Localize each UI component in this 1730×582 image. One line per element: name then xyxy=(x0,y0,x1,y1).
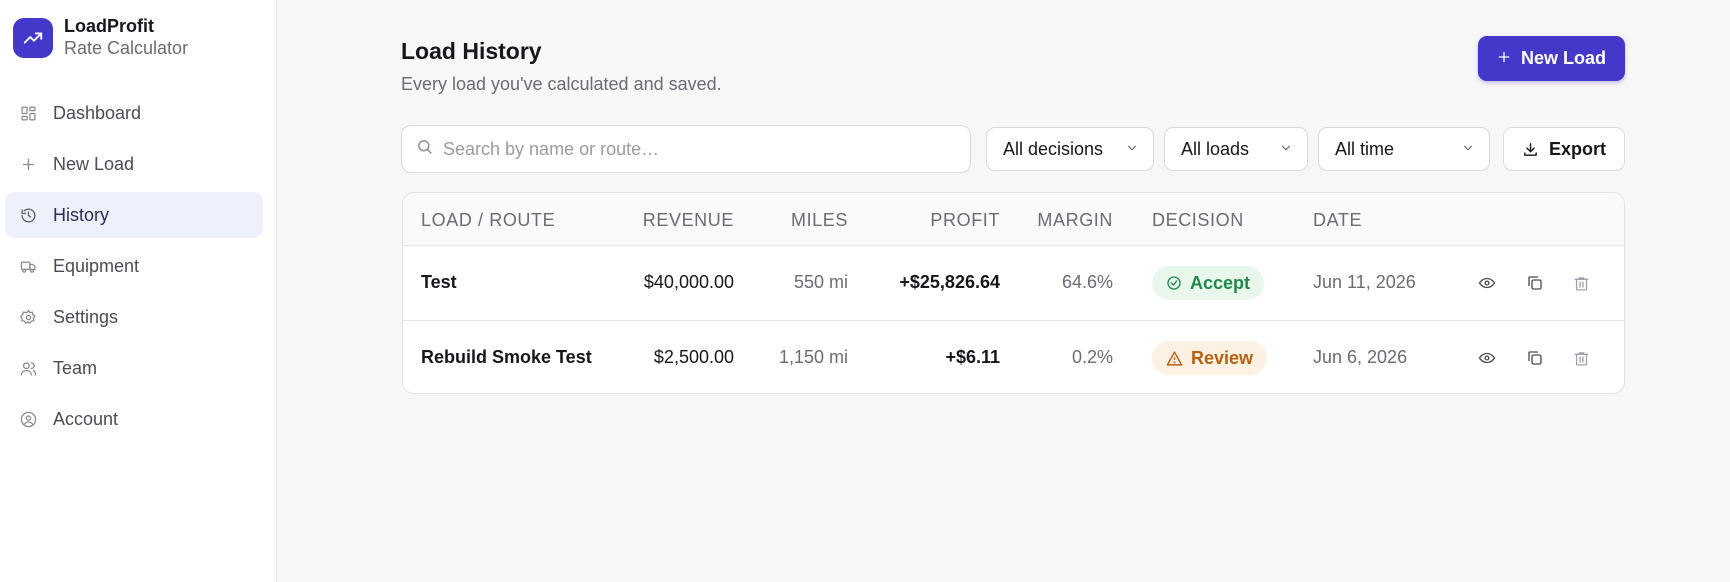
sidebar-item-label: History xyxy=(53,204,110,225)
brand-subtitle: Rate Calculator xyxy=(64,38,189,58)
new-load-button[interactable]: New Load xyxy=(1478,36,1625,81)
warning-triangle-icon xyxy=(1166,350,1183,366)
chevron-down-icon xyxy=(1279,139,1293,160)
users-icon xyxy=(19,359,37,377)
column-header-load-route: LOAD / ROUTE xyxy=(421,210,556,230)
revenue-value: $40,000.00 xyxy=(643,272,734,292)
miles-value: 550 mi xyxy=(793,272,848,292)
column-header-date: DATE xyxy=(1313,210,1363,230)
load-name: Test xyxy=(421,272,457,292)
plus-icon xyxy=(1497,48,1511,69)
sidebar-item-label: Account xyxy=(53,408,119,429)
decision-filter-select[interactable]: All decisions xyxy=(986,127,1154,171)
export-label: Export xyxy=(1548,138,1606,159)
profit-value: +$25,826.64 xyxy=(899,272,1000,292)
date-value: Jun 11, 2026 xyxy=(1313,272,1416,292)
decision-label: Review xyxy=(1191,347,1254,368)
sidebar-item-label: Equipment xyxy=(53,255,140,276)
download-icon xyxy=(1524,142,1537,156)
brand[interactable]: LoadProfit Rate Calculator xyxy=(13,16,188,60)
search-icon xyxy=(416,138,433,160)
grid-icon xyxy=(19,104,37,122)
truck-icon xyxy=(19,257,37,275)
sidebar-item-settings[interactable]: Settings xyxy=(5,294,263,340)
page-subtitle: Every load you've calculated and saved. xyxy=(401,74,722,94)
copy-icon[interactable] xyxy=(1525,273,1545,293)
trash-icon[interactable] xyxy=(1571,348,1591,368)
sidebar-item-label: Dashboard xyxy=(53,102,142,123)
main-content: Load History Every load you've calculate… xyxy=(277,0,1730,582)
sidebar-item-label: Team xyxy=(53,357,98,378)
sidebar-item-team[interactable]: Team xyxy=(5,345,263,391)
eye-icon[interactable] xyxy=(1477,273,1497,293)
time-filter-value: All time xyxy=(1335,138,1395,159)
table-header: LOAD / ROUTE REVENUE MILES PROFIT MARGIN… xyxy=(403,193,1624,246)
profit-value: +$6.11 xyxy=(945,347,1000,367)
date-value: Jun 6, 2026 xyxy=(1313,347,1408,367)
load-history-table: LOAD / ROUTE REVENUE MILES PROFIT MARGIN… xyxy=(402,192,1625,394)
new-load-label: New Load xyxy=(1520,48,1606,68)
sidebar-item-dashboard[interactable]: Dashboard xyxy=(5,90,263,136)
trash-icon[interactable] xyxy=(1571,273,1591,293)
revenue-value: $2,500.00 xyxy=(653,347,734,367)
sidebar-item-new-load[interactable]: New Load xyxy=(5,141,263,187)
margin-value: 0.2% xyxy=(1071,347,1113,367)
loads-filter-value: All loads xyxy=(1181,138,1250,159)
loads-filter-select[interactable]: All loads xyxy=(1164,127,1308,171)
sidebar-item-equipment[interactable]: Equipment xyxy=(5,243,263,289)
column-header-decision: DECISION xyxy=(1152,210,1244,230)
plus-icon xyxy=(19,155,37,173)
trending-up-icon xyxy=(13,18,53,58)
sidebar-item-history[interactable]: History xyxy=(5,192,263,238)
margin-value: 64.6% xyxy=(1061,272,1113,292)
search-box[interactable] xyxy=(401,125,971,173)
time-filter-select[interactable]: All time xyxy=(1318,127,1490,171)
table-row[interactable]: Rebuild Smoke Test $2,500.00 1,150 mi +$… xyxy=(403,320,1624,393)
page-title: Load History xyxy=(401,38,542,64)
decision-filter-value: All decisions xyxy=(1003,138,1104,159)
sidebar-nav: Dashboard New Load History Equipment Set… xyxy=(5,90,263,447)
brand-name: LoadProfit xyxy=(64,16,154,36)
chevron-down-icon xyxy=(1125,139,1139,160)
column-header-miles: MILES xyxy=(790,210,848,230)
history-icon xyxy=(19,206,37,224)
sidebar-item-label: Settings xyxy=(53,306,119,327)
decision-badge: Review xyxy=(1152,341,1268,375)
column-header-revenue: REVENUE xyxy=(642,210,734,230)
miles-value: 1,150 mi xyxy=(778,347,848,367)
check-circle-icon xyxy=(1167,276,1181,290)
table-row[interactable]: Test $40,000.00 550 mi +$25,826.64 64.6%… xyxy=(403,246,1624,320)
chevron-down-icon xyxy=(1461,139,1475,160)
copy-icon[interactable] xyxy=(1525,348,1545,368)
user-circle-icon xyxy=(19,410,37,428)
eye-icon[interactable] xyxy=(1477,348,1497,368)
sidebar-item-label: New Load xyxy=(53,153,135,174)
column-header-profit: PROFIT xyxy=(930,210,1000,230)
gear-icon xyxy=(19,308,37,326)
sidebar-item-account[interactable]: Account xyxy=(5,396,263,442)
sidebar: LoadProfit Rate Calculator Dashboard New… xyxy=(0,0,277,582)
column-header-margin: MARGIN xyxy=(1037,210,1113,230)
export-button[interactable]: Export xyxy=(1503,127,1625,171)
load-name: Rebuild Smoke Test xyxy=(421,347,592,367)
decision-badge: Accept xyxy=(1152,266,1265,300)
search-input[interactable] xyxy=(443,138,943,160)
decision-label: Accept xyxy=(1190,272,1251,293)
